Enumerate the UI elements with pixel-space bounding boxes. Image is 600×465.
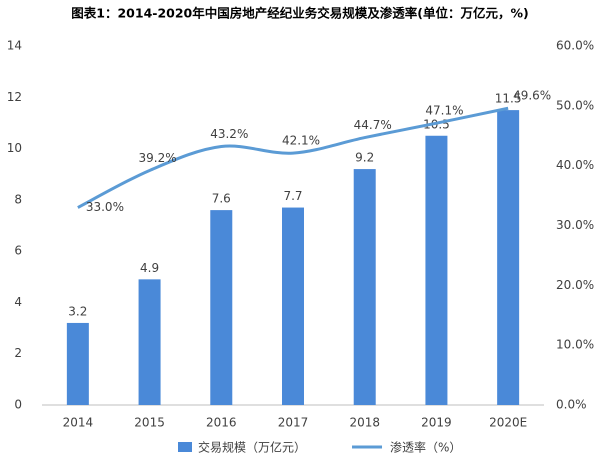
x-tick-label: 2014 xyxy=(63,416,94,430)
bar-value-label: 4.9 xyxy=(140,261,159,275)
y-tick-label: 4 xyxy=(14,295,22,309)
y-tick-label: 14 xyxy=(7,39,22,53)
bar xyxy=(138,279,161,405)
line-value-label: 33.0% xyxy=(86,200,124,214)
line-value-label: 43.2% xyxy=(210,127,248,141)
bar-value-label: 7.6 xyxy=(212,192,231,206)
y-tick-label: 2 xyxy=(14,346,22,360)
bar-value-label: 11.5 xyxy=(495,92,522,106)
y-tick-label: 10 xyxy=(7,141,22,155)
legend-label: 渗透率（%） xyxy=(390,440,461,455)
legend-swatch xyxy=(178,442,192,452)
x-tick-label: 2016 xyxy=(206,416,237,430)
y-tick-label: 6 xyxy=(14,244,22,258)
bar-value-label: 9.2 xyxy=(355,151,374,165)
y2-tick-label: 0.0% xyxy=(556,398,587,412)
y-tick-label: 8 xyxy=(14,192,22,206)
x-tick-label: 2019 xyxy=(421,416,452,430)
bar xyxy=(353,169,376,405)
x-tick-label: 2018 xyxy=(349,416,380,430)
line-value-label: 42.1% xyxy=(282,134,320,148)
bar xyxy=(282,207,304,405)
bar xyxy=(425,135,448,405)
x-tick-label: 2020E xyxy=(489,416,527,430)
legend-label: 交易规模（万亿元） xyxy=(198,440,306,455)
y2-tick-label: 40.0% xyxy=(556,158,594,172)
y2-tick-label: 50.0% xyxy=(556,98,594,112)
line xyxy=(77,106,509,209)
line-value-label: 47.1% xyxy=(425,104,463,118)
bar xyxy=(66,322,89,405)
line-value-label: 49.6% xyxy=(513,89,551,103)
bar-value-label: 3.2 xyxy=(68,304,87,318)
bar xyxy=(497,110,520,405)
x-tick-label: 2017 xyxy=(278,416,309,430)
y2-tick-label: 20.0% xyxy=(556,278,594,292)
chart-title: 图表1：2014-2020年中国房地产经纪业务交易规模及渗透率(单位：万亿元，%… xyxy=(71,6,528,21)
bar xyxy=(210,210,233,405)
y-tick-label: 0 xyxy=(14,398,22,412)
x-tick-label: 2015 xyxy=(134,416,165,430)
y2-tick-label: 30.0% xyxy=(556,218,594,232)
bar-value-label: 7.7 xyxy=(283,189,302,203)
y2-tick-label: 10.0% xyxy=(556,338,594,352)
line-value-label: 44.7% xyxy=(354,118,392,132)
y2-tick-label: 60.0% xyxy=(556,39,594,53)
y-tick-label: 12 xyxy=(7,90,22,104)
line-value-label: 39.2% xyxy=(139,151,177,165)
